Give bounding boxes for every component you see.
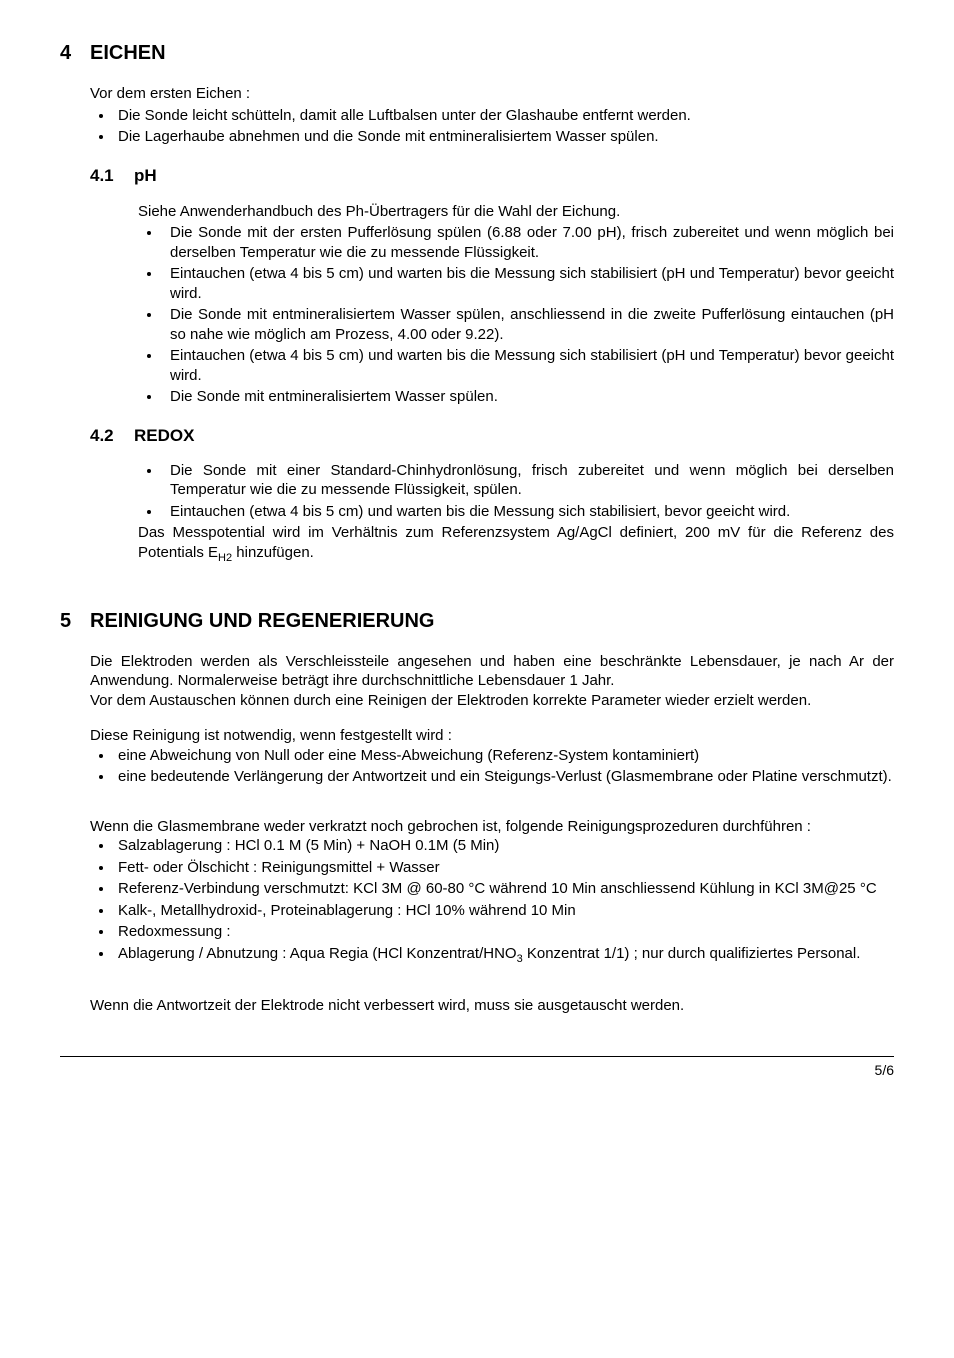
list-item: eine bedeutende Verlängerung der Antwort… xyxy=(114,767,894,787)
list-item: Fett- oder Ölschicht : Reinigungsmittel … xyxy=(114,858,894,878)
sec5-bullets1: eine Abweichung von Null oder eine Mess-… xyxy=(90,746,894,787)
list-item: Salzablagerung : HCl 0.1 M (5 Min) + NaO… xyxy=(114,836,894,856)
section-4-2-heading: 4.2REDOX xyxy=(90,425,894,447)
section-4-2-num: 4.2 xyxy=(90,425,134,447)
list-item: Die Sonde mit entmineralisiertem Wasser … xyxy=(162,305,894,344)
list-item: Die Sonde mit entmineralisiertem Wasser … xyxy=(162,387,894,407)
sec41-intro: Siehe Anwenderhandbuch des Ph-Übertrager… xyxy=(138,202,894,222)
sec5-p2: Vor dem Austauschen können durch eine Re… xyxy=(90,691,894,711)
list-item: eine Abweichung von Null oder eine Mess-… xyxy=(114,746,894,766)
sec4-intro: Vor dem ersten Eichen : xyxy=(90,84,894,104)
section-5-heading: 5REINIGUNG UND REGENERIERUNG xyxy=(60,608,894,634)
list-item: Die Sonde mit der ersten Pufferlösung sp… xyxy=(162,223,894,262)
sec42-bullets: Die Sonde mit einer Standard-Chinhydronl… xyxy=(138,461,894,522)
section-4-1-num: 4.1 xyxy=(90,165,134,187)
list-item: Redoxmessung : xyxy=(114,922,894,942)
list-item: Die Lagerhaube abnehmen und die Sonde mi… xyxy=(114,127,894,147)
section-4-title: EICHEN xyxy=(90,42,166,64)
list-item: Die Sonde leicht schütteln, damit alle L… xyxy=(114,106,894,126)
sec5-p4: Wenn die Glasmembrane weder verkratzt no… xyxy=(90,817,894,837)
list-item: Eintauchen (etwa 4 bis 5 cm) und warten … xyxy=(162,264,894,303)
section-4-1-heading: 4.1pH xyxy=(90,165,894,187)
sec41-bullets: Die Sonde mit der ersten Pufferlösung sp… xyxy=(138,223,894,407)
sec5-p1: Die Elektroden werden als Verschleisstei… xyxy=(90,652,894,691)
section-5-num: 5 xyxy=(60,608,90,634)
sec5-p5: Wenn die Antwortzeit der Elektrode nicht… xyxy=(90,996,894,1016)
list-item: Eintauchen (etwa 4 bis 5 cm) und warten … xyxy=(162,502,894,522)
list-item: Kalk-, Metallhydroxid-, Proteinablagerun… xyxy=(114,901,894,921)
section-4-2-title: REDOX xyxy=(134,426,194,445)
section-4-1-title: pH xyxy=(134,166,157,185)
list-item: Die Sonde mit einer Standard-Chinhydronl… xyxy=(162,461,894,500)
list-item: Referenz-Verbindung verschmutzt: KCl 3M … xyxy=(114,879,894,899)
sec5-bullets2: Salzablagerung : HCl 0.1 M (5 Min) + NaO… xyxy=(90,836,894,966)
page-number: 5/6 xyxy=(875,1062,894,1078)
list-item: Eintauchen (etwa 4 bis 5 cm) und warten … xyxy=(162,346,894,385)
sec5-p3: Diese Reinigung ist notwendig, wenn fest… xyxy=(90,726,894,746)
section-4-heading: 4EICHEN xyxy=(60,40,894,66)
page-footer: 5/6 xyxy=(60,1056,894,1079)
section-5-title: REINIGUNG UND REGENERIERUNG xyxy=(90,610,434,632)
sec4-bullets: Die Sonde leicht schütteln, damit alle L… xyxy=(90,106,894,147)
sec42-post: Das Messpotential wird im Verhältnis zum… xyxy=(138,523,894,565)
list-item: Ablagerung / Abnutzung : Aqua Regia (HCl… xyxy=(114,944,894,966)
section-4-num: 4 xyxy=(60,40,90,66)
